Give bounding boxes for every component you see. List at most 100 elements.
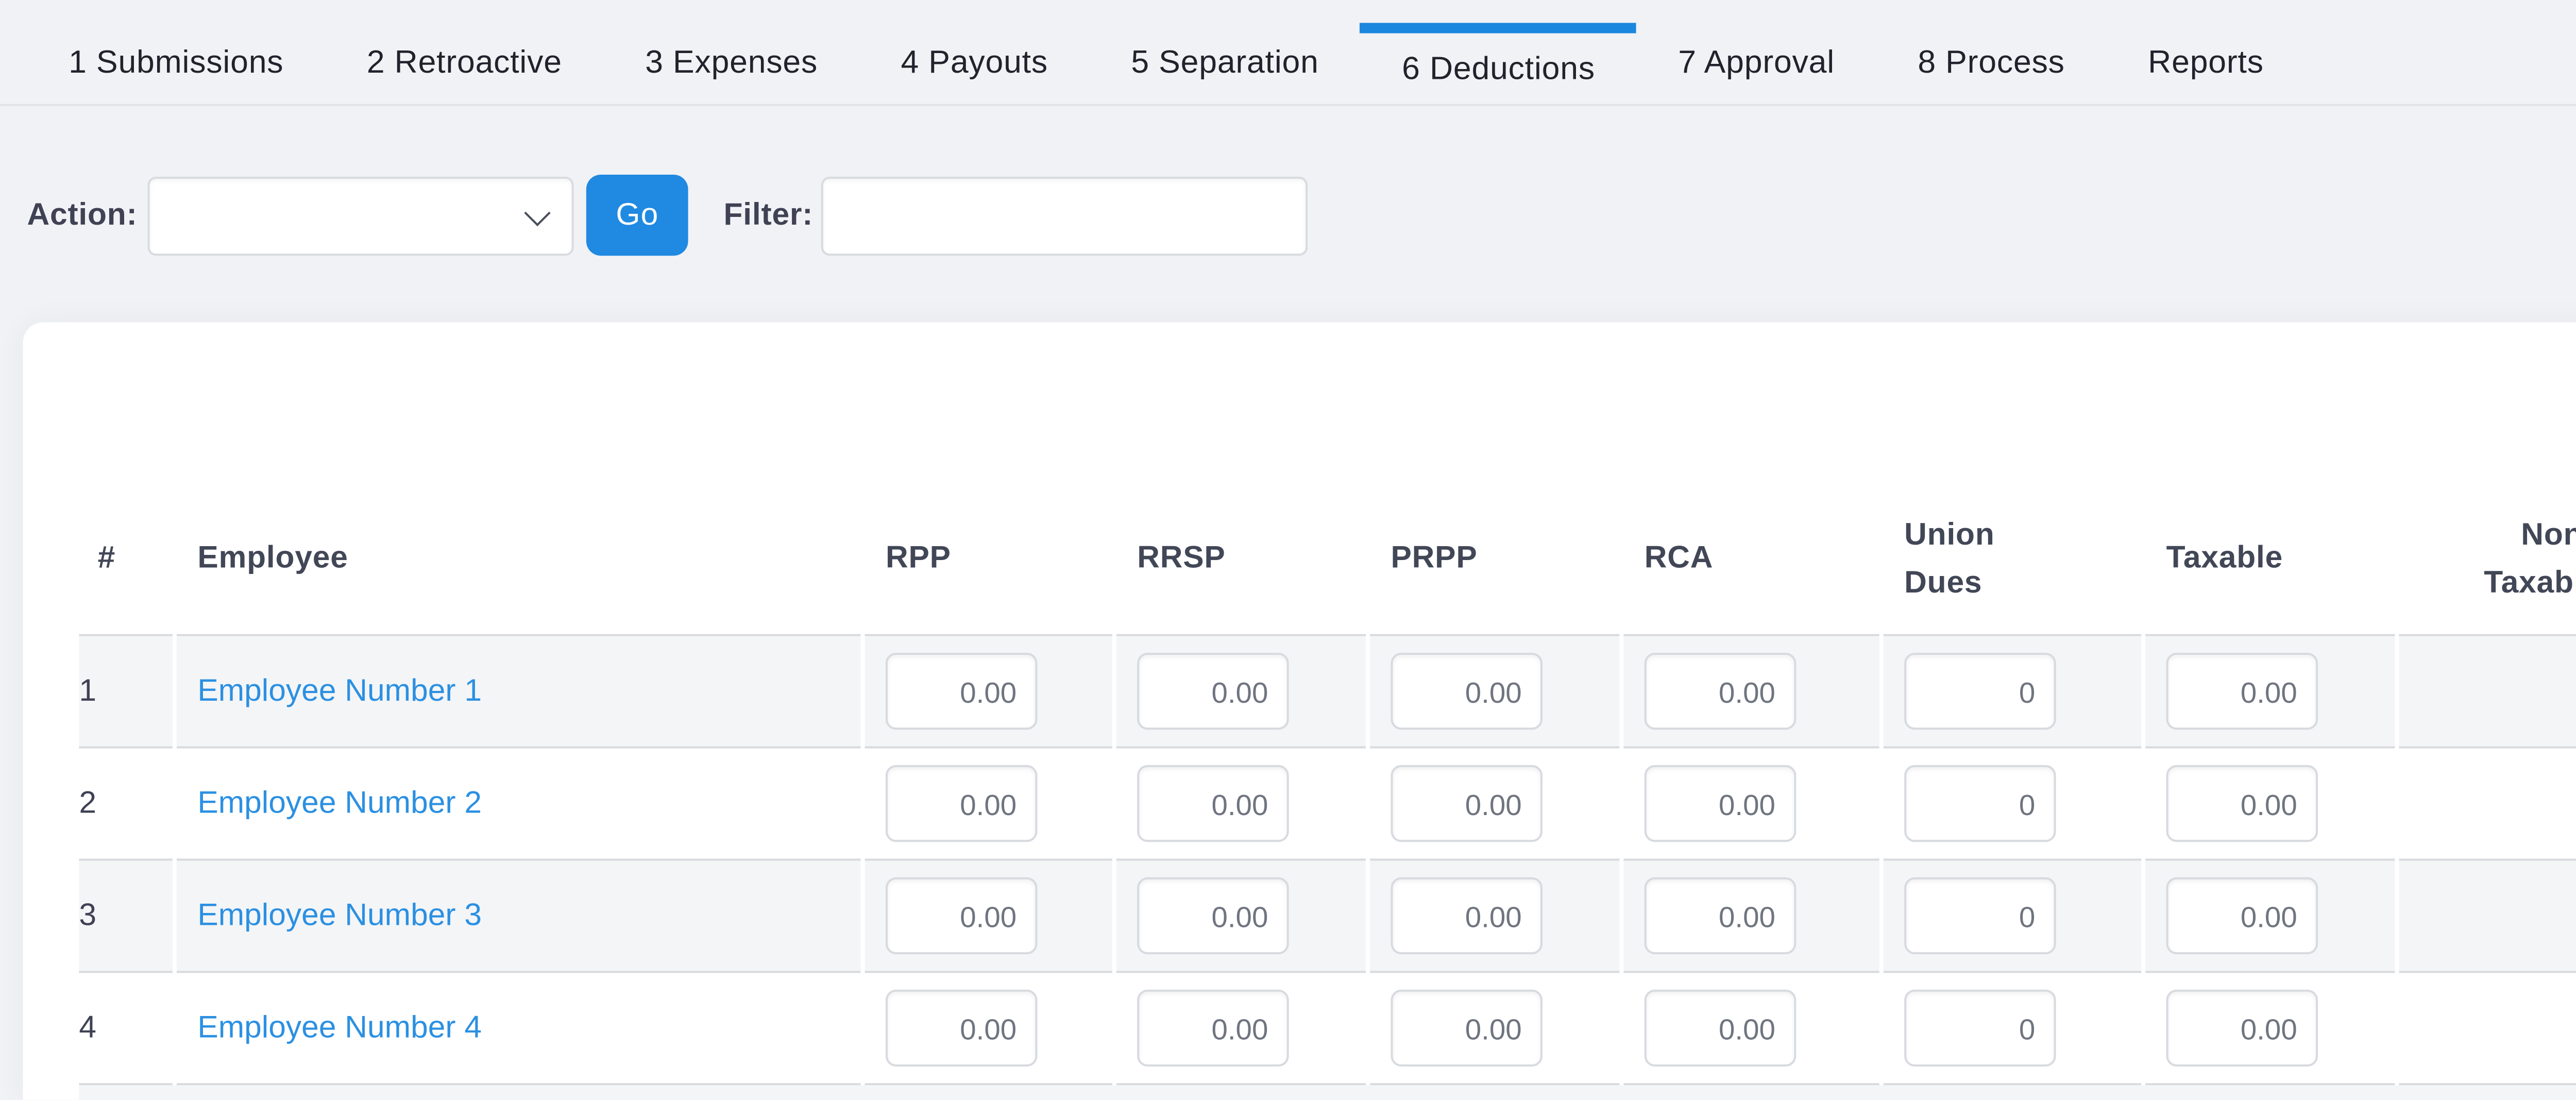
union-dues-input[interactable] xyxy=(1904,989,2056,1067)
tab-bar-list: 1 Submissions 2 Retroactive 3 Expenses 4 Pa… xyxy=(0,23,2576,106)
none-taxable-cell: 0 xyxy=(2399,748,2576,861)
prpp-input[interactable] xyxy=(1391,877,1543,955)
tab-label: 5 Separation xyxy=(1131,45,1319,81)
tab-label: 4 Payouts xyxy=(901,45,1048,81)
tab-2-retroactive[interactable]: 2 Retroactive xyxy=(325,23,603,106)
union-dues-cell xyxy=(1883,860,2142,973)
deductions-table: # Employee RPP RRSP PRPP RCA Union Dues Taxable… xyxy=(75,482,2576,1100)
table-row-partial xyxy=(79,1085,2576,1100)
employee-link[interactable]: Employee Number 1 xyxy=(197,673,482,709)
action-toolbar: Action: Go Filter: xyxy=(27,174,2576,256)
union-dues-input[interactable] xyxy=(1904,653,2056,730)
taxable-input[interactable] xyxy=(2166,653,2318,730)
row-index-cell: 3 xyxy=(79,860,173,973)
column-header: Taxable xyxy=(2145,482,2395,636)
rca-cell xyxy=(1623,860,1879,973)
tab-6-deductions[interactable]: 6 Deductions xyxy=(1360,23,1637,106)
rca-cell xyxy=(1623,748,1879,861)
go-button[interactable]: Go xyxy=(586,174,688,256)
employee-link[interactable]: Employee Number 3 xyxy=(197,898,482,934)
tab-4-payouts[interactable]: 4 Payouts xyxy=(859,23,1090,106)
rrsp-input[interactable] xyxy=(1137,877,1289,955)
rpp-cell xyxy=(865,636,1112,749)
rpp-cell xyxy=(865,973,1112,1086)
table-row: 4 Employee Number 4 0 0.00 xyxy=(79,973,2576,1086)
table-header-row: # Employee RPP RRSP PRPP RCA Union Dues Taxable… xyxy=(79,482,2576,636)
union-dues-input[interactable] xyxy=(1904,765,2056,842)
table-body: 1 Employee Number 1 0 0.00 2 Employee Nu… xyxy=(79,636,2576,1100)
none-taxable-cell: 0 xyxy=(2399,636,2576,749)
prpp-cell xyxy=(1370,748,1620,861)
taxable-input[interactable] xyxy=(2166,877,2318,955)
rpp-input[interactable] xyxy=(885,989,1038,1067)
rca-cell xyxy=(1623,973,1879,1086)
row-index-cell: 2 xyxy=(79,748,173,861)
prpp-input[interactable] xyxy=(1391,653,1543,730)
rca-input[interactable] xyxy=(1644,765,1797,842)
employee-cell: Employee Number 1 xyxy=(176,636,861,749)
rrsp-cell xyxy=(1116,973,1366,1086)
tab-label: 3 Expenses xyxy=(645,45,818,81)
taxable-input[interactable] xyxy=(2166,765,2318,842)
table-row: 1 Employee Number 1 0 0.00 xyxy=(79,636,2576,749)
rrsp-input[interactable] xyxy=(1137,989,1289,1067)
tab-1-submissions[interactable]: 1 Submissions xyxy=(27,23,325,106)
table-row: 3 Employee Number 3 0 0.00 xyxy=(79,860,2576,973)
union-dues-cell xyxy=(1883,748,2142,861)
tab-8-process[interactable]: 8 Process xyxy=(1876,23,2107,106)
table-row: 2 Employee Number 2 0 0.00 xyxy=(79,748,2576,861)
column-header: Union Dues xyxy=(1883,482,2142,636)
action-select[interactable] xyxy=(147,175,574,255)
row-index-cell: 4 xyxy=(79,973,173,1086)
column-header: RRSP xyxy=(1116,482,1366,636)
action-label: Action: xyxy=(27,197,138,233)
tab-5-separation[interactable]: 5 Separation xyxy=(1090,23,1361,106)
search-row: Search: xyxy=(75,397,2576,464)
rpp-input[interactable] xyxy=(885,653,1038,730)
taxable-cell xyxy=(2145,748,2395,861)
prpp-input[interactable] xyxy=(1391,765,1543,842)
employee-cell: Employee Number 3 xyxy=(176,860,861,973)
rrsp-cell xyxy=(1116,860,1366,973)
action-select-wrap xyxy=(147,175,574,255)
column-header: # xyxy=(79,482,173,636)
rpp-input[interactable] xyxy=(885,877,1038,955)
rpp-cell xyxy=(865,748,1112,861)
column-header: None Taxable xyxy=(2399,482,2576,636)
tab-7-approval[interactable]: 7 Approval xyxy=(1637,23,1876,106)
tab-label: 8 Process xyxy=(1918,45,2065,81)
employee-link[interactable]: Employee Number 4 xyxy=(197,1010,482,1046)
none-taxable-cell: 0 xyxy=(2399,973,2576,1086)
tab-3-expenses[interactable]: 3 Expenses xyxy=(604,23,859,106)
prpp-cell xyxy=(1370,636,1620,749)
row-index-cell: 1 xyxy=(79,636,173,749)
taxable-cell xyxy=(2145,636,2395,749)
rrsp-cell xyxy=(1116,748,1366,861)
column-header: RPP xyxy=(865,482,1112,636)
rca-input[interactable] xyxy=(1644,877,1797,955)
rrsp-input[interactable] xyxy=(1137,653,1289,730)
filter-input[interactable] xyxy=(821,175,1308,255)
tab-reports[interactable]: Reports xyxy=(2106,23,2305,106)
union-dues-input[interactable] xyxy=(1904,877,2056,955)
rrsp-input[interactable] xyxy=(1137,765,1289,842)
employee-link[interactable]: Employee Number 2 xyxy=(197,786,482,821)
tab-bar: 1 Submissions 2 Retroactive 3 Expenses 4 Pa… xyxy=(0,0,2576,106)
filter-label: Filter: xyxy=(723,197,814,233)
tab-label: 6 Deductions xyxy=(1402,50,1595,87)
union-dues-cell xyxy=(1883,973,2142,1086)
rrsp-cell xyxy=(1116,636,1366,749)
rca-input[interactable] xyxy=(1644,653,1797,730)
employee-cell: Employee Number 2 xyxy=(176,748,861,861)
column-header: Employee xyxy=(176,482,861,636)
rpp-input[interactable] xyxy=(885,765,1038,842)
taxable-input[interactable] xyxy=(2166,989,2318,1067)
rca-input[interactable] xyxy=(1644,989,1797,1067)
prpp-input[interactable] xyxy=(1391,989,1543,1067)
column-header: PRPP xyxy=(1370,482,1620,636)
taxable-cell xyxy=(2145,973,2395,1086)
union-dues-cell xyxy=(1883,636,2142,749)
employee-cell: Employee Number 4 xyxy=(176,973,861,1086)
